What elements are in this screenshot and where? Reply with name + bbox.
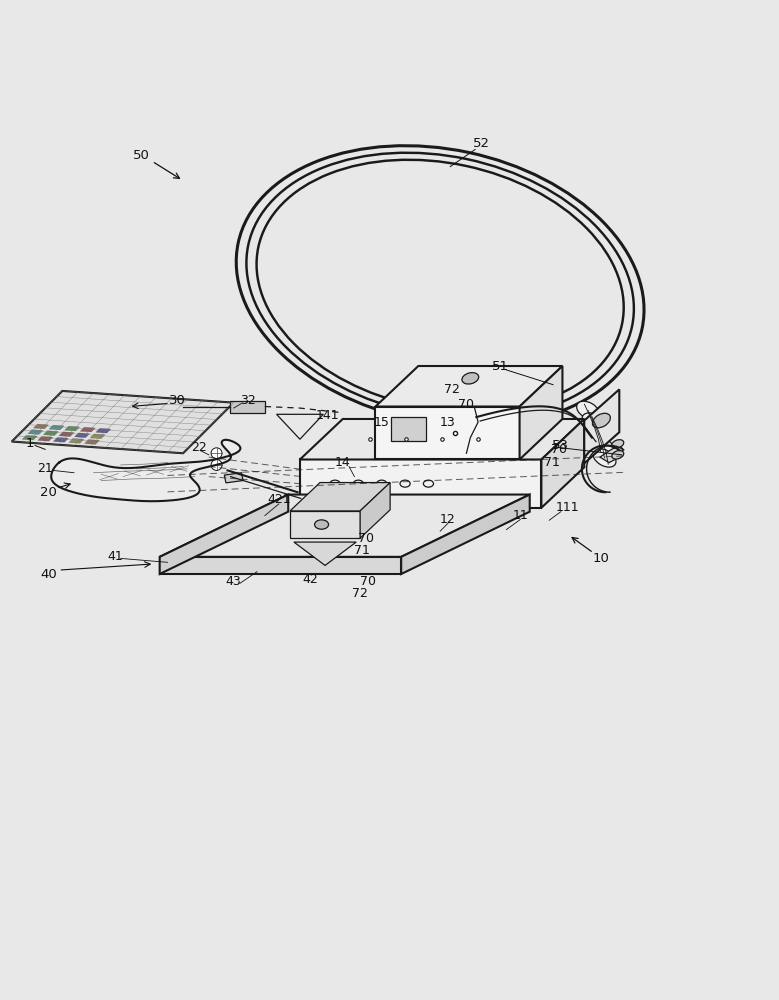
Text: 20: 20 xyxy=(40,486,57,499)
Text: 1: 1 xyxy=(26,437,33,450)
Text: 70: 70 xyxy=(358,532,374,545)
Polygon shape xyxy=(375,407,520,459)
Circle shape xyxy=(211,459,222,470)
Text: 42: 42 xyxy=(302,573,318,586)
Ellipse shape xyxy=(592,413,611,428)
Polygon shape xyxy=(38,436,53,441)
Ellipse shape xyxy=(582,413,605,431)
Polygon shape xyxy=(49,425,64,430)
Polygon shape xyxy=(290,511,360,538)
Polygon shape xyxy=(69,439,84,443)
Text: 11: 11 xyxy=(513,509,528,522)
Text: 13: 13 xyxy=(440,416,456,429)
Polygon shape xyxy=(360,483,390,538)
Text: 14: 14 xyxy=(335,456,351,469)
Text: 52: 52 xyxy=(473,137,490,150)
Text: 40: 40 xyxy=(40,568,57,581)
Text: 51: 51 xyxy=(492,360,509,373)
Text: 71: 71 xyxy=(544,456,559,469)
Text: 15: 15 xyxy=(374,416,390,429)
Polygon shape xyxy=(59,432,74,437)
Polygon shape xyxy=(23,435,37,440)
Text: 72: 72 xyxy=(444,383,460,396)
Text: 421: 421 xyxy=(267,493,291,506)
Text: 22: 22 xyxy=(192,441,207,454)
Polygon shape xyxy=(90,434,105,439)
Polygon shape xyxy=(300,419,584,459)
Polygon shape xyxy=(96,428,111,433)
Polygon shape xyxy=(224,473,243,483)
Text: 43: 43 xyxy=(226,575,241,588)
Text: 70: 70 xyxy=(360,575,375,588)
Text: 10: 10 xyxy=(593,552,610,565)
Ellipse shape xyxy=(590,436,614,455)
Polygon shape xyxy=(541,419,584,508)
Polygon shape xyxy=(290,483,390,511)
Ellipse shape xyxy=(315,520,329,529)
Polygon shape xyxy=(44,431,58,435)
Polygon shape xyxy=(160,557,401,574)
Ellipse shape xyxy=(576,401,600,420)
Polygon shape xyxy=(51,440,241,501)
Text: 32: 32 xyxy=(240,394,256,407)
Polygon shape xyxy=(230,401,265,413)
Circle shape xyxy=(211,448,222,459)
Polygon shape xyxy=(12,391,234,453)
Polygon shape xyxy=(80,427,95,432)
Polygon shape xyxy=(600,445,623,463)
Ellipse shape xyxy=(587,425,610,443)
Text: 72: 72 xyxy=(352,587,368,600)
Text: 111: 111 xyxy=(555,501,579,514)
Text: 71: 71 xyxy=(354,544,370,557)
Text: 70: 70 xyxy=(458,398,474,411)
Ellipse shape xyxy=(593,449,616,467)
Polygon shape xyxy=(54,437,69,442)
Polygon shape xyxy=(85,440,100,444)
Text: 41: 41 xyxy=(108,550,123,563)
Polygon shape xyxy=(33,424,48,429)
Polygon shape xyxy=(160,495,288,574)
Text: 141: 141 xyxy=(315,409,339,422)
Polygon shape xyxy=(401,495,530,574)
Polygon shape xyxy=(375,366,562,407)
Ellipse shape xyxy=(462,373,479,384)
Text: 12: 12 xyxy=(440,513,456,526)
Polygon shape xyxy=(300,459,541,508)
Text: 21: 21 xyxy=(37,462,53,475)
Polygon shape xyxy=(391,417,426,441)
Text: 53: 53 xyxy=(552,439,569,452)
Polygon shape xyxy=(28,430,43,434)
Polygon shape xyxy=(75,433,90,438)
Text: 30: 30 xyxy=(169,394,186,407)
Polygon shape xyxy=(520,366,562,459)
Text: 70: 70 xyxy=(552,443,567,456)
Polygon shape xyxy=(65,426,79,431)
Ellipse shape xyxy=(612,451,624,459)
Polygon shape xyxy=(160,495,530,557)
Ellipse shape xyxy=(612,440,624,448)
Polygon shape xyxy=(294,542,356,565)
Text: 50: 50 xyxy=(133,149,150,162)
Polygon shape xyxy=(584,389,619,463)
